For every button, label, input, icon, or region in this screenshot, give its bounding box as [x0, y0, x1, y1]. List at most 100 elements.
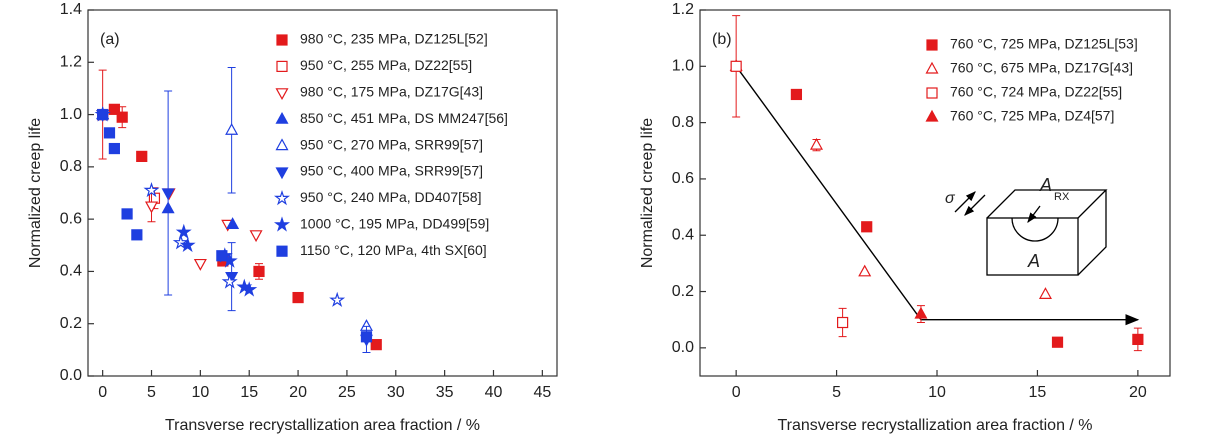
- legend-marker: [276, 60, 288, 73]
- point: [108, 142, 120, 155]
- point: [175, 223, 192, 240]
- legend-label: 950 °C, 400 MPa, SRR99[57]: [300, 163, 483, 179]
- x-axis-label: Transverse recrystallization area fracti…: [777, 417, 1092, 434]
- legend-marker: [275, 138, 289, 151]
- point: [329, 291, 346, 307]
- inset-a: A: [1027, 251, 1040, 271]
- point: [221, 273, 238, 289]
- y-tick-label: 0.0: [60, 367, 82, 384]
- y-tick-label: 1.4: [60, 1, 82, 18]
- point: [858, 264, 872, 277]
- legend-marker: [276, 34, 288, 46]
- point: [216, 250, 228, 262]
- legend-marker: [273, 190, 291, 206]
- inset-sigma: σ: [945, 190, 956, 207]
- point: [1038, 287, 1052, 299]
- panel-label: (b): [712, 31, 732, 48]
- x-axis-label: Transverse recrystallization area fracti…: [165, 417, 480, 434]
- point: [121, 208, 133, 220]
- point: [144, 201, 159, 214]
- y-tick-label: 0.2: [60, 315, 82, 332]
- point: [172, 234, 189, 250]
- legend-label: 850 °C, 451 MPa, DS MM247[56]: [300, 110, 508, 126]
- point: [360, 331, 373, 343]
- legend-label: 1000 °C, 195 MPa, DD499[59]: [300, 216, 489, 232]
- legend-marker: [273, 216, 291, 232]
- y-tick-label: 0.6: [60, 210, 82, 227]
- y-tick-label: 1.2: [672, 1, 694, 18]
- inset-arx: A: [1039, 175, 1052, 195]
- x-tick-label: 40: [485, 384, 503, 401]
- legend-label: 950 °C, 255 MPa, DZ22[55]: [300, 57, 472, 73]
- point: [226, 217, 240, 229]
- point: [97, 108, 109, 121]
- y-tick-label: 1.0: [60, 106, 82, 123]
- point: [225, 123, 239, 135]
- point: [136, 150, 148, 162]
- y-tick-label: 0.6: [672, 170, 694, 187]
- legend-label: 760 °C, 725 MPa, DZ4[57]: [950, 108, 1114, 124]
- panel-label: (a): [100, 31, 120, 48]
- x-tick-label: 45: [533, 384, 551, 401]
- legend-label: 760 °C, 724 MPa, DZ22[55]: [950, 84, 1122, 100]
- legend-label: 950 °C, 270 MPa, SRR99[57]: [300, 136, 483, 152]
- y-tick-label: 0.8: [672, 114, 694, 131]
- plot-frame: [699, 9, 1171, 377]
- point: [116, 111, 128, 123]
- x-tick-label: 0: [98, 384, 107, 401]
- legend-marker: [926, 39, 938, 51]
- y-tick-label: 0.8: [60, 158, 82, 175]
- point: [861, 221, 873, 233]
- legend-marker: [275, 167, 289, 180]
- point: [292, 291, 304, 304]
- legend-label: 1150 °C, 120 MPa, 4th SX[60]: [300, 242, 487, 258]
- point: [837, 316, 849, 329]
- x-tick-label: 5: [832, 384, 841, 401]
- x-tick-label: 15: [1029, 384, 1047, 401]
- x-tick-label: 10: [928, 384, 946, 401]
- y-tick-label: 1.0: [672, 58, 694, 75]
- x-tick-label: 25: [338, 384, 356, 401]
- legend-marker: [926, 87, 938, 99]
- y-tick-label: 0.0: [672, 339, 694, 356]
- point: [253, 265, 265, 278]
- y-tick-label: 0.4: [672, 226, 694, 243]
- y-axis-label: Normalized creep life: [27, 118, 44, 268]
- legend-label: 760 °C, 725 MPa, DZ125L[53]: [950, 36, 1138, 52]
- x-tick-label: 5: [147, 384, 156, 401]
- point: [1051, 336, 1064, 348]
- legend-marker: [276, 245, 288, 257]
- point: [370, 339, 382, 351]
- point: [103, 127, 116, 139]
- y-tick-label: 0.2: [672, 283, 694, 300]
- point: [809, 137, 824, 150]
- x-tick-label: 0: [732, 384, 741, 401]
- legend-label: 980 °C, 175 MPa, DZ17G[43]: [300, 84, 483, 100]
- legend-label: 950 °C, 240 MPa, DD407[58]: [300, 189, 481, 205]
- point: [193, 258, 207, 271]
- point: [1132, 333, 1144, 345]
- plot-frame: [87, 9, 558, 377]
- legend-marker: [275, 88, 289, 101]
- point: [131, 229, 143, 241]
- point: [179, 236, 196, 253]
- inset-rx: RX: [1054, 191, 1070, 203]
- legend-label: 760 °C, 675 MPa, DZ17G[43]: [950, 60, 1133, 76]
- x-tick-label: 10: [191, 384, 209, 401]
- point: [161, 188, 175, 201]
- point: [241, 281, 258, 297]
- trend-line: [735, 65, 1140, 326]
- point: [108, 103, 120, 115]
- y-tick-label: 1.2: [60, 54, 82, 71]
- x-tick-label: 20: [289, 384, 307, 401]
- y-tick-label: 0.4: [60, 263, 82, 280]
- point: [914, 306, 928, 319]
- x-tick-label: 15: [240, 384, 258, 401]
- legend-marker: [925, 61, 939, 74]
- legend-marker: [275, 111, 289, 124]
- point: [143, 182, 160, 198]
- y-axis-label: Normalized creep life: [639, 118, 656, 268]
- point: [249, 230, 263, 243]
- legend-label: 980 °C, 235 MPa, DZ125L[52]: [300, 31, 488, 47]
